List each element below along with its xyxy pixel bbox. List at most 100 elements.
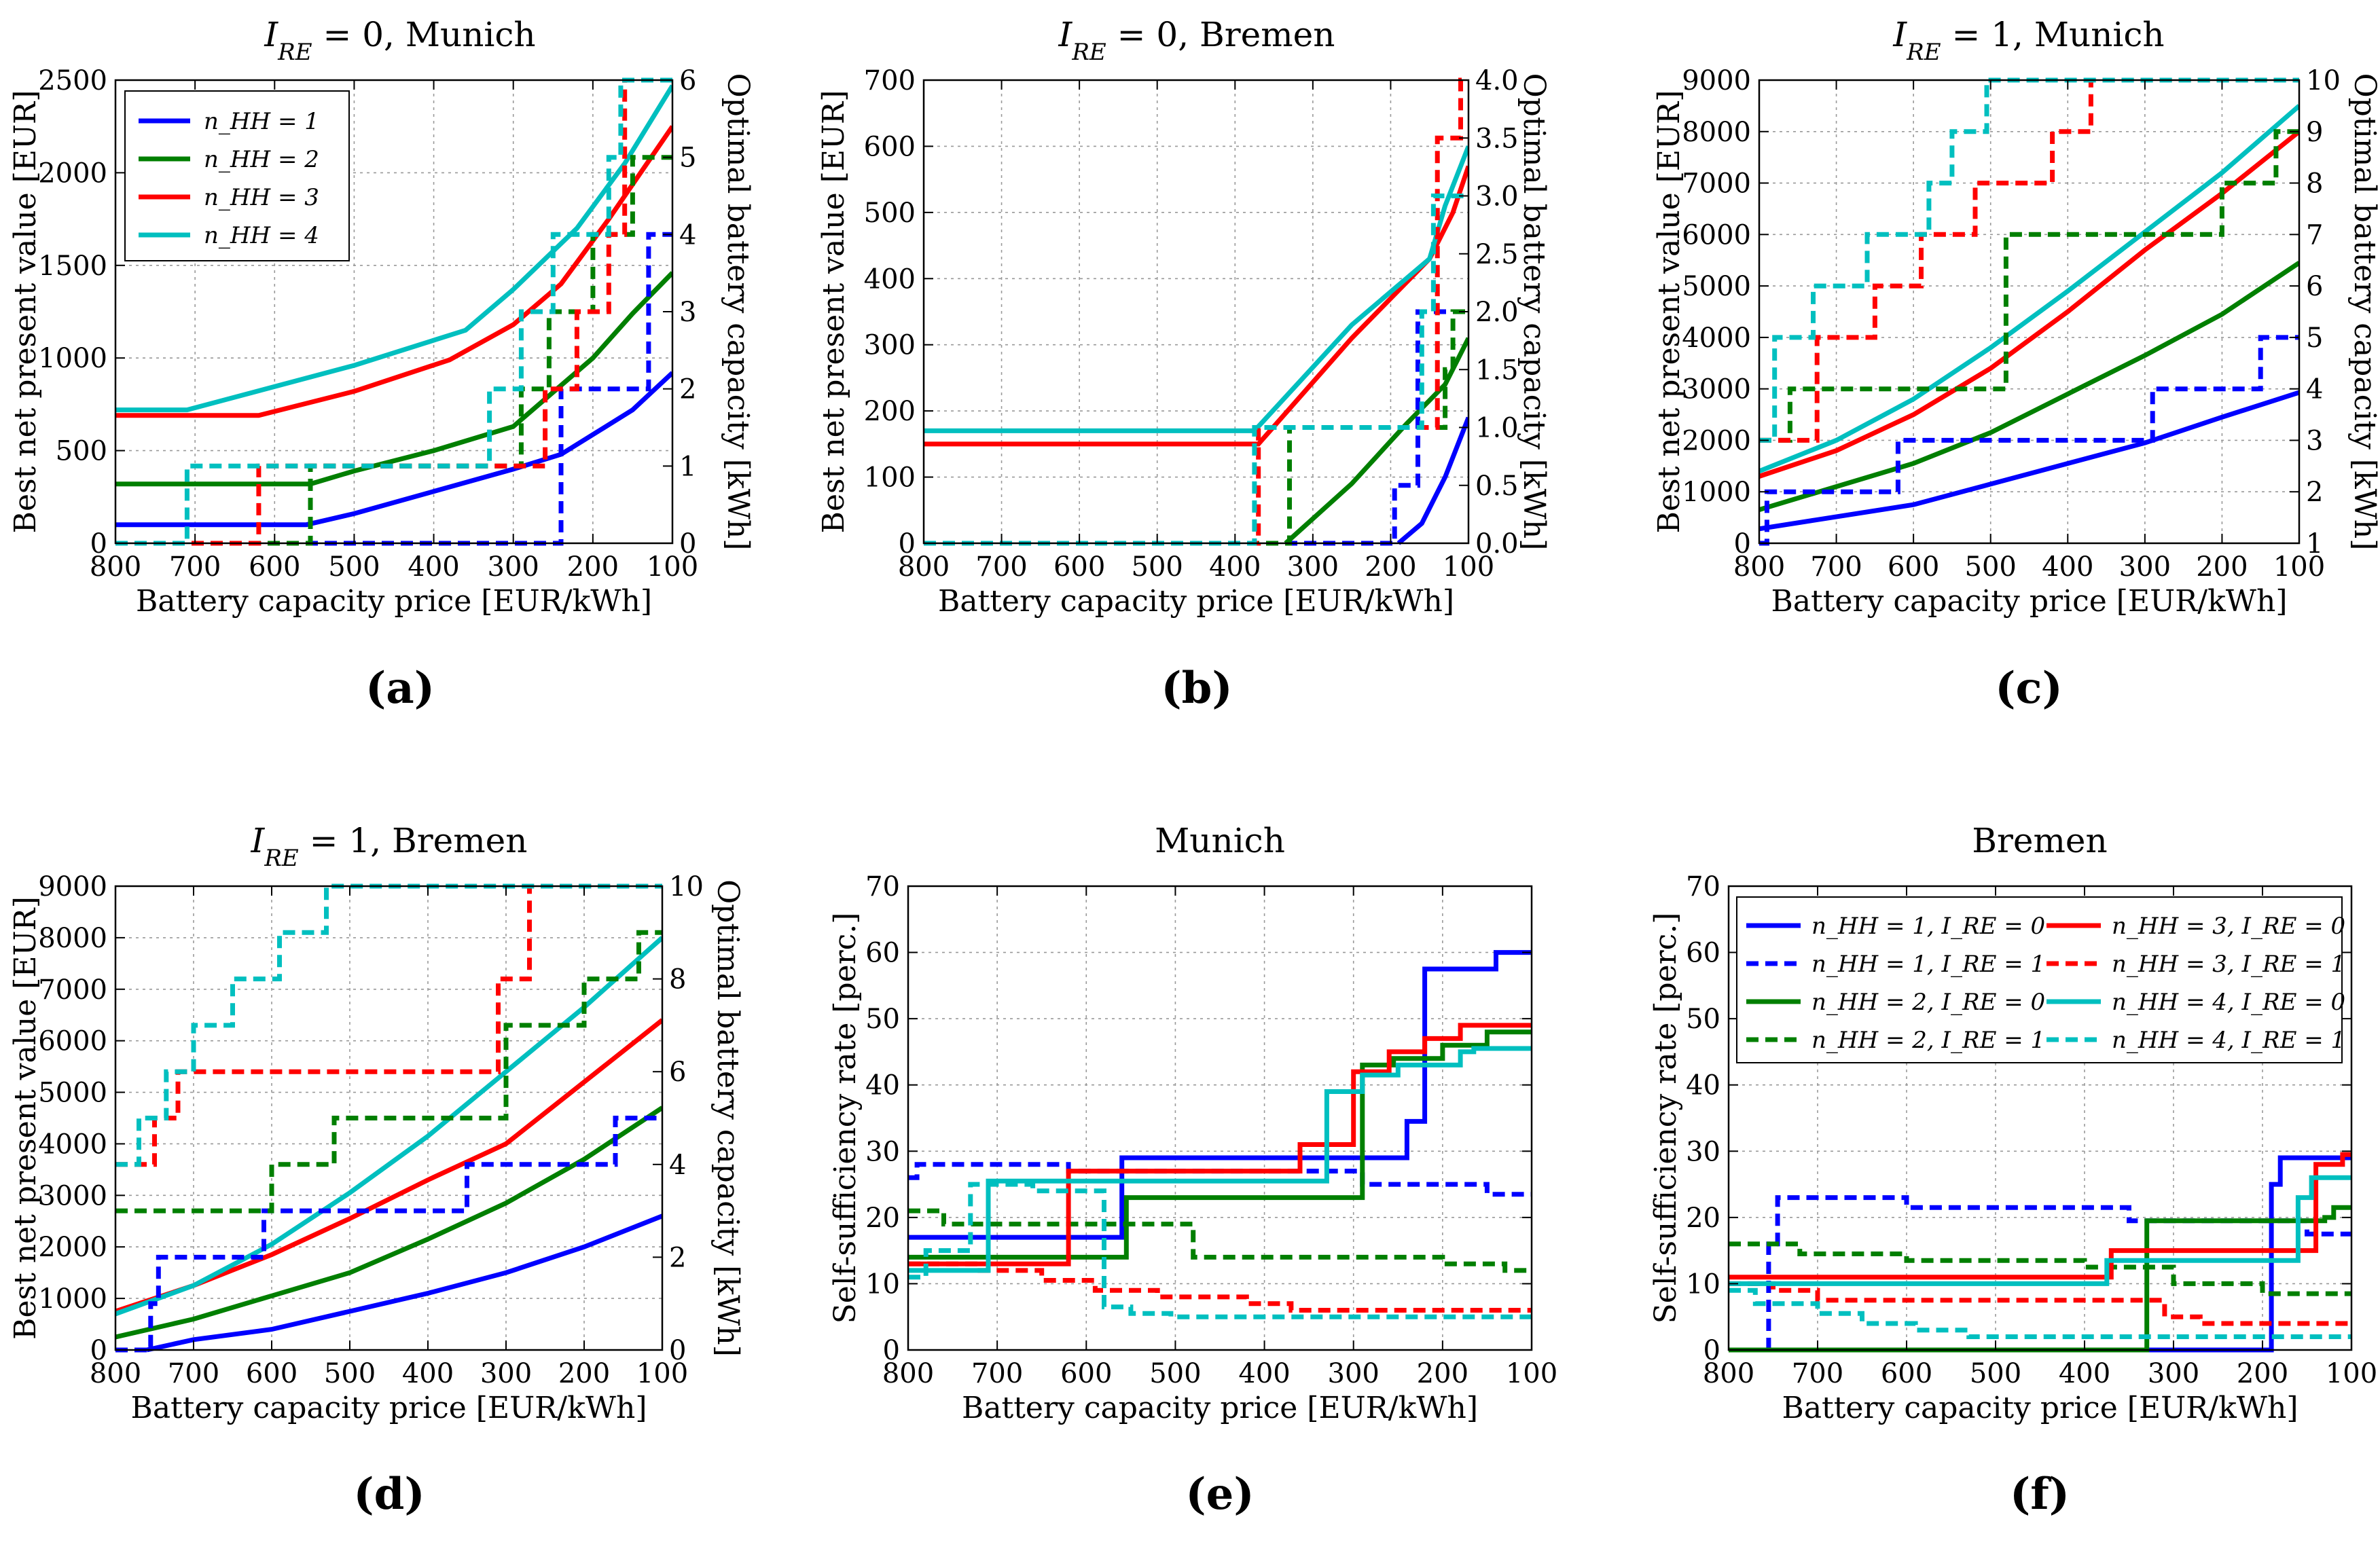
y-tick-label: 300 (864, 330, 916, 361)
series-n-hh-2-capacity (924, 309, 1468, 546)
y-tick-label: 0 (90, 1335, 107, 1366)
y2-tick-label: 5 (679, 143, 696, 174)
legend-label: n_HH = 2 (204, 146, 319, 173)
x-tick-label: 800 (1733, 551, 1785, 583)
x-tick-label: 600 (1060, 1358, 1112, 1389)
y2-tick-label: 10 (669, 871, 704, 902)
series-n-hh-1-npv (146, 1213, 662, 1353)
y-tick-label: 2500 (38, 65, 107, 96)
legend-label: n_HH = 4 (204, 222, 319, 249)
y2-tick-label: 4 (2306, 374, 2323, 405)
subfigure-label: (c) (1995, 663, 2063, 714)
chart-title: IRE = 0, Munich (264, 15, 535, 66)
subfigure-label: (b) (1161, 663, 1232, 714)
y2-tick-label: 4 (669, 1150, 686, 1181)
y-tick-label: 5000 (1682, 271, 1751, 302)
y2-tick-label: 7 (2306, 219, 2323, 251)
y2-tick-label: 0.5 (1475, 471, 1519, 502)
plot-frame (1758, 79, 2301, 545)
series-n-hh-4-i-re-0 (1729, 1175, 2351, 1286)
x-tick-label: 400 (2059, 1358, 2110, 1389)
x-tick-label: 400 (1209, 551, 1261, 583)
series-n-hh-1-i-re-0 (908, 950, 1532, 1240)
y-tick-label: 700 (864, 65, 916, 96)
x-tick-label: 300 (1287, 551, 1339, 583)
y-tick-label: 100 (864, 462, 916, 494)
series-n-hh-3-capacity (1759, 77, 2299, 443)
plot-frame (1727, 885, 2353, 1351)
y-tick-label: 7000 (38, 974, 107, 1006)
series-n-hh-1-npv (1759, 390, 2299, 532)
plot-frame (922, 79, 1470, 545)
x-tick-label: 400 (408, 551, 459, 583)
y-tick-label: 8000 (1682, 117, 1751, 148)
x-tick-label: 100 (1506, 1358, 1557, 1389)
panel-d: 800 700 600 500 400 300 200 1000100020003000400… (8, 821, 745, 1520)
x-tick-label: 200 (567, 551, 619, 583)
legend: n_HH = 1 n_HH = 2 n_HH = 3 n_HH = 4 (124, 90, 350, 261)
series-n-hh-4-i-re-0 (908, 1046, 1532, 1273)
y-axis-label: Best net present value [EUR] (8, 90, 43, 534)
y2-tick-label: 3.5 (1475, 123, 1519, 154)
x-tick-label: 500 (1970, 1358, 2021, 1389)
y-tick-label: 0 (899, 528, 916, 560)
legend-label: n_HH = 4, I_RE = 0 (2112, 989, 2345, 1016)
y-tick-label: 0 (1734, 528, 1751, 560)
subfigure-label: (a) (365, 663, 435, 714)
legend: n_HH = 1, I_RE = 0 n_HH = 1, I_RE = 1 n_HH… (1736, 896, 2345, 1063)
x-tick-label: 700 (1792, 1358, 1843, 1389)
y-tick-label: 20 (1686, 1203, 1720, 1234)
series-n-hh-3-i-re-0 (1729, 1152, 2351, 1280)
y2-tick-label: 5 (2306, 323, 2323, 354)
series-n-hh-3-npv (924, 165, 1468, 447)
chart-title: Munich (1155, 821, 1285, 860)
y-axis-label: Self-sufficiency rate [perc.] (828, 913, 863, 1324)
y-tick-label: 8000 (38, 923, 107, 954)
y2-tick-label: 3 (679, 297, 696, 328)
y-tick-label: 50 (1686, 1004, 1720, 1035)
panel-e: 800 700 600 500 400 300 200 100 0 10 20 30 40 50 60 70 B… (828, 821, 1557, 1520)
y-tick-label: 2000 (38, 1232, 107, 1263)
x-tick-label: 500 (1965, 551, 2017, 583)
y-tick-label: 5000 (38, 1078, 107, 1109)
chart-title: Bremen (1972, 821, 2107, 860)
y-tick-label: 10 (1686, 1268, 1720, 1300)
series-group (1759, 77, 2299, 546)
y-tick-label: 40 (1686, 1070, 1720, 1101)
y-tick-label: 0 (883, 1335, 900, 1366)
x-tick-label: 700 (971, 1358, 1023, 1389)
chart-title: IRE = 0, Bremen (1058, 15, 1335, 66)
y-tick-label: 500 (56, 436, 107, 467)
y-tick-label: 70 (865, 871, 900, 902)
y-tick-label: 3000 (1682, 374, 1751, 405)
plot-frame (114, 885, 664, 1351)
x-tick-label: 700 (975, 551, 1027, 583)
x-tick-label: 600 (1053, 551, 1105, 583)
chart-title: IRE = 1, Bremen (251, 821, 528, 872)
legend-label: n_HH = 4, I_RE = 1 (2112, 1027, 2345, 1054)
y-tick-label: 2000 (38, 158, 107, 189)
series-n-hh-2-npv (1759, 261, 2299, 513)
y2-axis-label: Optimal battery capacity [kWh] (2347, 73, 2380, 551)
x-tick-label: 800 (1703, 1358, 1754, 1389)
x-tick-label: 500 (1132, 551, 1183, 583)
y-tick-label: 9000 (38, 871, 107, 902)
y-tick-label: 30 (865, 1136, 900, 1167)
y2-tick-label: 4 (679, 219, 696, 251)
series-n-hh-4-capacity (924, 194, 1468, 546)
series-group (1729, 1152, 2351, 1353)
x-tick-label: 800 (90, 551, 141, 583)
series-n-hh-4-npv (115, 936, 662, 1317)
series-n-hh-4-capacity (115, 77, 672, 546)
legend-label: n_HH = 2, I_RE = 0 (1811, 989, 2045, 1016)
x-tick-label: 800 (882, 1358, 934, 1389)
x-tick-label: 600 (249, 551, 300, 583)
series-n-hh-2-i-re-0 (1729, 1205, 2351, 1353)
y-tick-label: 200 (864, 396, 916, 427)
x-tick-label: 700 (168, 1358, 219, 1389)
x-tick-label: 500 (328, 551, 380, 583)
x-tick-label: 600 (1888, 551, 1939, 583)
series-n-hh-3-npv (115, 125, 672, 418)
x-tick-label: 200 (1365, 551, 1416, 583)
